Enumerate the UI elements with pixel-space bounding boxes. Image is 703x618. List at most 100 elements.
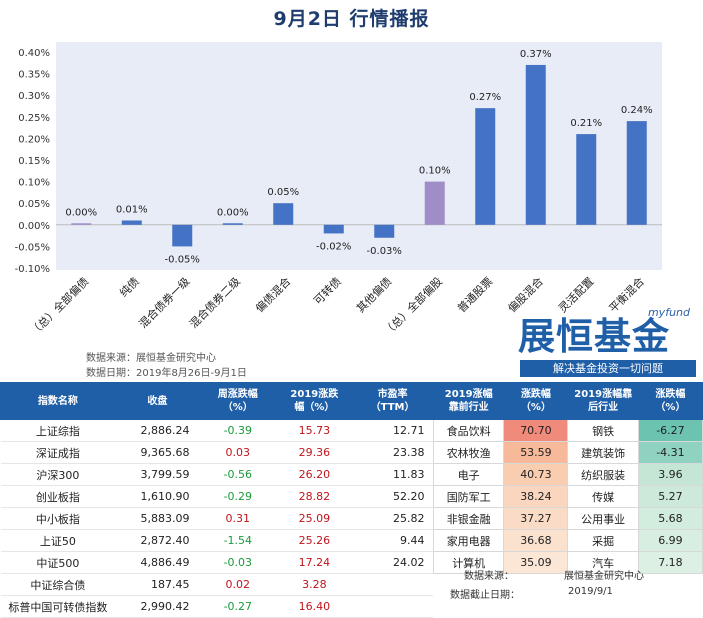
- index-name: 上证综指: [0, 419, 116, 442]
- pe-ratio: 52.20: [352, 485, 433, 508]
- bar: [172, 224, 193, 247]
- week-change: -0.03: [199, 551, 277, 574]
- bottom-industry: 采掘: [567, 529, 639, 552]
- bar: [576, 134, 597, 225]
- table-row: 非银金融 37.27 公用事业 5.68: [432, 507, 703, 530]
- ytd-change: 29.36: [276, 441, 353, 464]
- index-name: 中小板指: [0, 507, 116, 530]
- data-label: 0.37%: [520, 49, 552, 60]
- week-change: 0.31: [199, 507, 277, 530]
- pe-ratio: 23.38: [352, 441, 433, 464]
- plot-area: [56, 42, 662, 270]
- bottom-industry-change: 6.99: [637, 529, 703, 552]
- ytd-change: 26.20: [276, 463, 353, 486]
- table-row: 国防军工 38.24 传媒 5.27: [432, 485, 703, 508]
- y-tick-label: 0.25%: [18, 113, 50, 124]
- bottom-industry-change: 5.27: [637, 485, 703, 508]
- header-close: 收盘: [114, 382, 201, 420]
- footer-date-value: 2019/9/1: [568, 586, 613, 597]
- data-label: -0.03%: [367, 246, 402, 257]
- index-table-header: 指数名称 收盘 周涨跌幅 （%） 2019涨跌 幅（%） 市盈率 （TTM）: [0, 382, 433, 420]
- bottom-industry-change: -4.31: [637, 441, 703, 464]
- index-name: 中证500: [0, 551, 116, 574]
- category-label: （总）全部偏债: [27, 274, 91, 338]
- bottom-industry: 钢铁: [567, 419, 639, 442]
- data-label: 0.21%: [570, 118, 602, 129]
- header-index-name: 指数名称: [0, 382, 116, 420]
- bottom-industry-change: 7.18: [637, 551, 703, 574]
- pe-ratio: 24.02: [352, 551, 433, 574]
- data-label: -0.02%: [316, 241, 351, 252]
- header-pe: 市盈率 （TTM）: [352, 382, 433, 420]
- table-row: 中小板指 5,883.09 0.31 25.09 25.82: [0, 507, 433, 530]
- bottom-industry-change: 3.96: [637, 463, 703, 486]
- index-name: 沪深300: [0, 463, 116, 486]
- top-industry-change: 53.59: [503, 441, 569, 464]
- table-row: 上证50 2,872.40 -1.54 25.26 9.44: [0, 529, 433, 552]
- ytd-change: 15.73: [276, 419, 353, 442]
- header-ytd-change: 2019涨跌 幅（%）: [275, 382, 354, 420]
- pe-ratio: 25.82: [352, 507, 433, 530]
- chart-date-note: 数据日期：2019年8月26日-9月1日: [86, 368, 247, 379]
- index-name: 创业板指: [0, 485, 116, 508]
- ytd-change: 16.40: [276, 595, 353, 618]
- table-row: 中证综合债 187.45 0.02 3.28: [0, 573, 433, 596]
- index-table: 指数名称 收盘 周涨跌幅 （%） 2019涨跌 幅（%） 市盈率 （TTM） 上证综指…: [0, 382, 433, 618]
- bar: [121, 220, 142, 225]
- top-industry: 电子: [432, 463, 505, 486]
- bottom-industry-change: 5.68: [637, 507, 703, 530]
- table-row: 农林牧渔 53.59 建筑装饰 -4.31: [432, 441, 703, 464]
- bar: [475, 108, 496, 225]
- week-change: 0.02: [199, 573, 277, 596]
- y-tick-label: -0.10%: [15, 264, 50, 275]
- top-industry: 农林牧渔: [432, 441, 505, 464]
- ytd-change: 17.24: [276, 551, 353, 574]
- top-industry: 家用电器: [432, 529, 505, 552]
- data-label: -0.05%: [165, 254, 200, 265]
- table-row: 食品饮料 70.70 钢铁 -6.27: [432, 419, 703, 442]
- logo-main-text: 展恒基金: [518, 315, 670, 358]
- week-change: 0.03: [199, 441, 277, 464]
- ytd-change: 25.09: [276, 507, 353, 530]
- ytd-change: 25.26: [276, 529, 353, 552]
- header-week-change: 周涨跌幅 （%）: [199, 382, 277, 420]
- bottom-industry: 汽车: [567, 551, 639, 574]
- table-row: 沪深300 3,799.59 -0.56 26.20 11.83: [0, 463, 433, 486]
- bar: [273, 203, 294, 225]
- y-tick-label: 0.40%: [18, 48, 50, 59]
- table-row: 中证500 4,886.49 -0.03 17.24 24.02: [0, 551, 433, 574]
- data-label: 0.00%: [65, 207, 97, 218]
- footer-source-value: 展恒基金研究中心: [564, 571, 644, 582]
- y-tick-label: 0.20%: [18, 134, 50, 145]
- bottom-industry: 建筑装饰: [567, 441, 639, 464]
- bar: [424, 181, 445, 225]
- table-row: 标普中国可转债指数 2,990.42 -0.27 16.40: [0, 595, 433, 618]
- pe-ratio: 12.71: [352, 419, 433, 442]
- pe-ratio: 9.44: [352, 529, 433, 552]
- category-label: 可转债: [311, 274, 344, 307]
- data-label: 0.27%: [469, 92, 501, 103]
- y-tick-label: 0.30%: [18, 91, 50, 102]
- bar: [323, 224, 344, 234]
- y-tick-label: -0.05%: [15, 242, 50, 253]
- y-tick-label: 0.15%: [18, 156, 50, 167]
- top-industry-change: 40.73: [503, 463, 569, 486]
- ytd-change: 28.82: [276, 485, 353, 508]
- header-bottom-industry: 2019涨幅靠 后行业: [567, 382, 639, 420]
- pe-ratio: 11.83: [352, 463, 433, 486]
- header-bottom-change: 涨跌幅 （%）: [637, 382, 703, 420]
- week-change: -0.56: [199, 463, 277, 486]
- table-row: 计算机 35.09 汽车 7.18: [432, 551, 703, 574]
- week-change: -0.27: [199, 595, 277, 618]
- top-industry: 食品饮料: [432, 419, 505, 442]
- footer-source-label: 数据来源：: [464, 571, 514, 582]
- industry-table: 2019涨幅 靠前行业 涨跌幅 （%） 2019涨幅靠 后行业 涨跌幅 （%） 食品饮料…: [432, 382, 703, 574]
- index-close: 4,886.49: [115, 551, 200, 574]
- table-row: 深证成指 9,365.68 0.03 29.36 23.38: [0, 441, 433, 464]
- index-close: 1,610.90: [115, 485, 200, 508]
- fund-category-bar-chart: 0.40% 0.35% 0.30% 0.25% 0.20% 0.15% 0.10% 0.05%…: [15, 42, 662, 339]
- index-close: 2,886.24: [115, 419, 200, 442]
- index-close: 3,799.59: [115, 463, 200, 486]
- week-change: -1.54: [199, 529, 277, 552]
- bar: [374, 224, 395, 238]
